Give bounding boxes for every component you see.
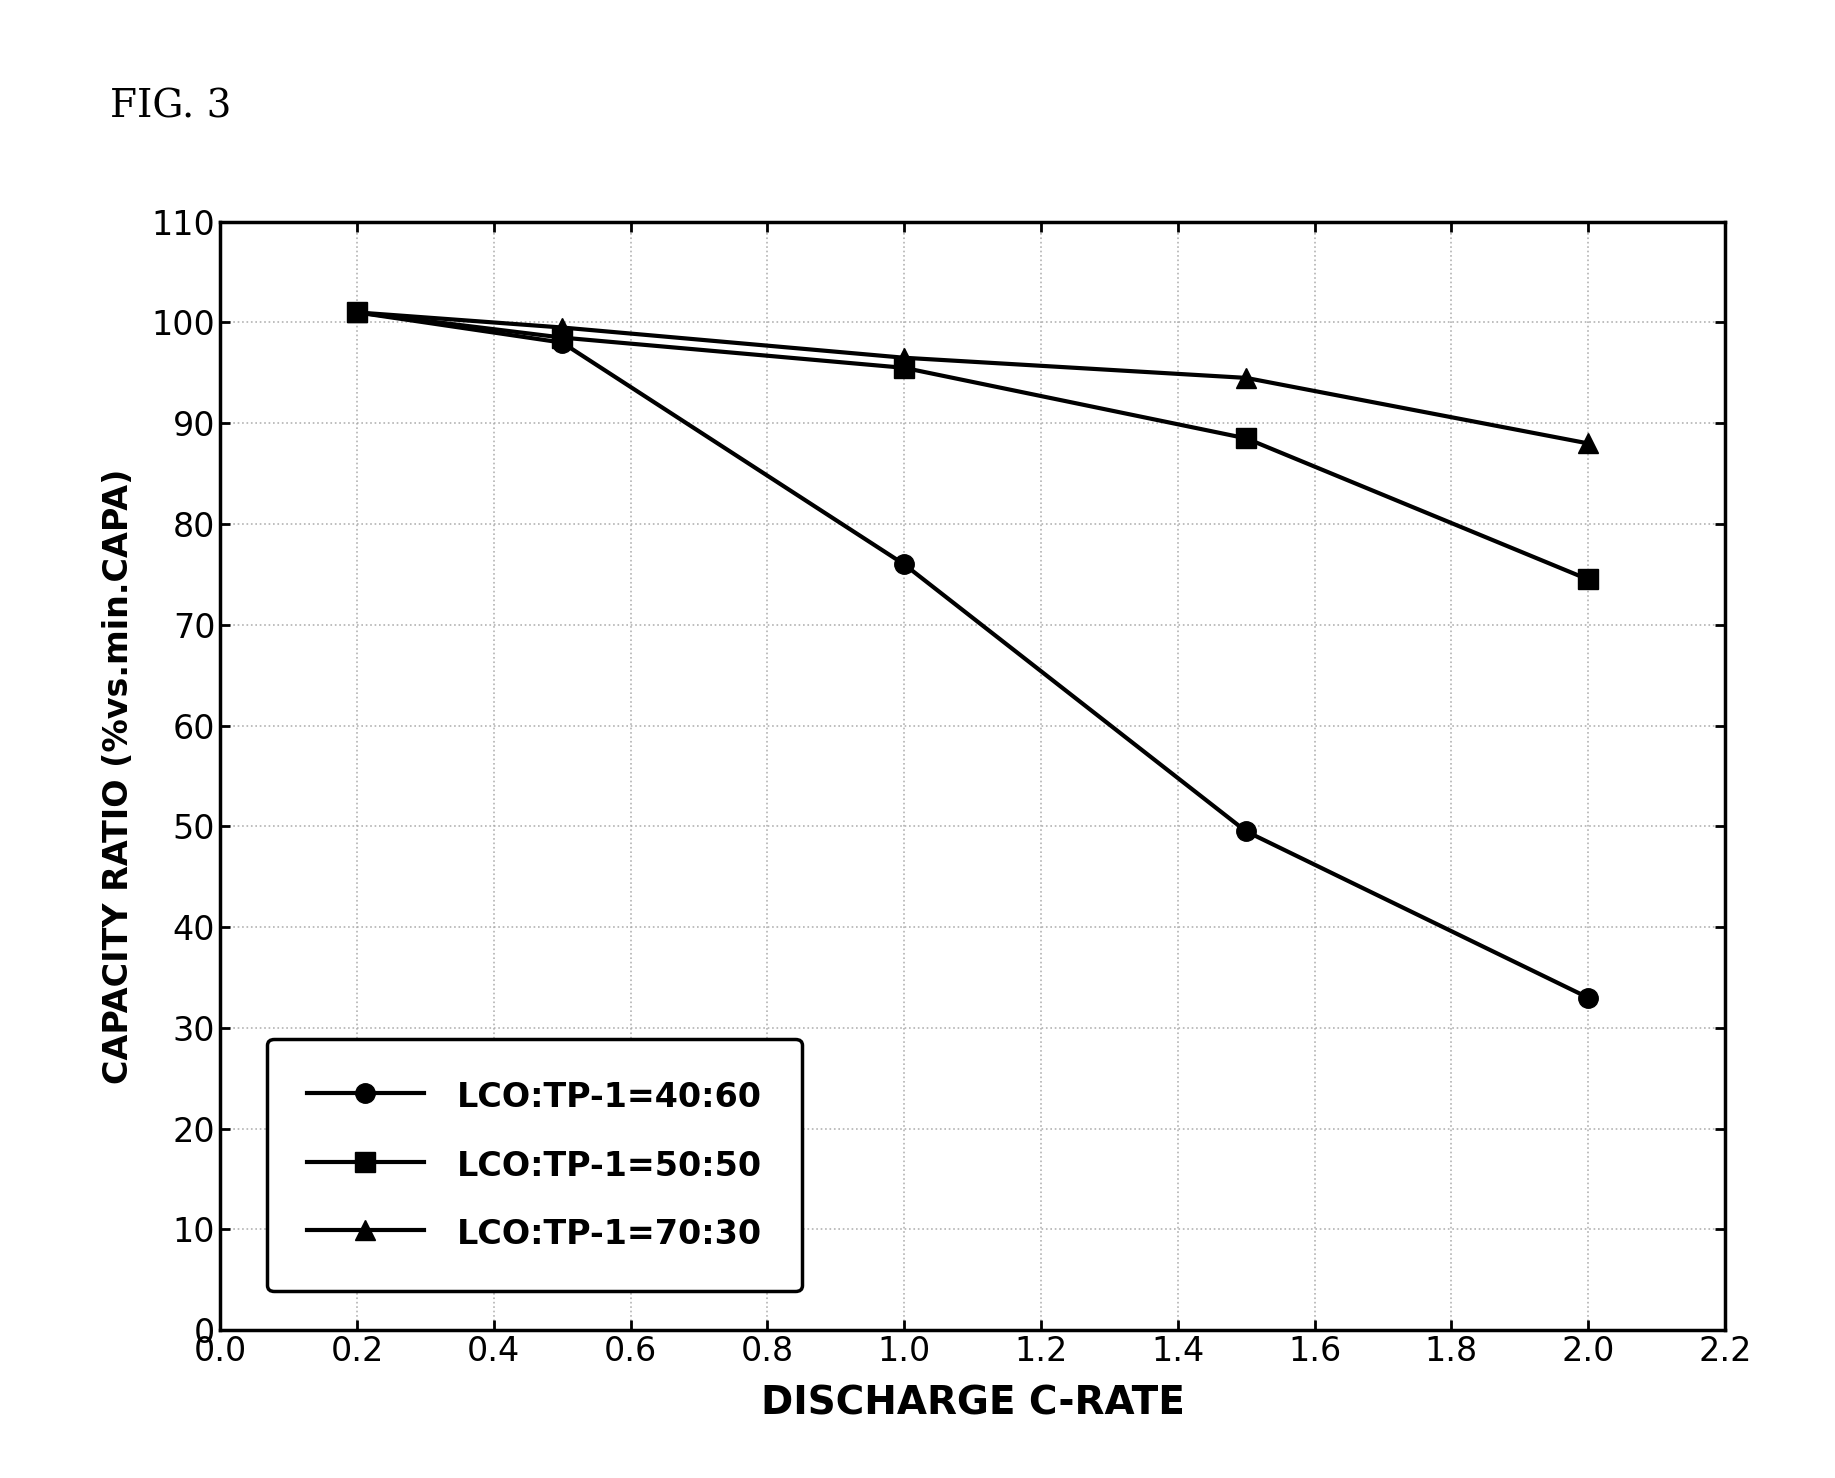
LCO:TP-1=40:60	[347, 303, 369, 321]
LCO:TP-1=50:50	[1576, 571, 1598, 588]
LCO:TP-1=70:30	[1576, 435, 1598, 452]
LCO:TP-1=50:50	[550, 328, 573, 346]
Line: LCO:TP-1=50:50: LCO:TP-1=50:50	[347, 303, 1598, 590]
Legend: LCO:TP-1=40:60, LCO:TP-1=50:50, LCO:TP-1=70:30: LCO:TP-1=40:60, LCO:TP-1=50:50, LCO:TP-1…	[266, 1039, 802, 1292]
LCO:TP-1=40:60	[894, 556, 916, 573]
LCO:TP-1=70:30	[894, 349, 916, 367]
Line: LCO:TP-1=40:60: LCO:TP-1=40:60	[347, 303, 1598, 1008]
Line: LCO:TP-1=70:30: LCO:TP-1=70:30	[347, 303, 1598, 454]
LCO:TP-1=50:50	[1235, 430, 1257, 448]
LCO:TP-1=40:60	[1576, 989, 1598, 1007]
LCO:TP-1=50:50	[894, 359, 916, 377]
LCO:TP-1=40:60	[1235, 822, 1257, 840]
LCO:TP-1=50:50	[347, 303, 369, 321]
Text: FIG. 3: FIG. 3	[110, 89, 231, 126]
LCO:TP-1=70:30	[1235, 370, 1257, 387]
Y-axis label: CAPACITY RATIO (%vs.min.CAPA): CAPACITY RATIO (%vs.min.CAPA)	[103, 469, 136, 1083]
LCO:TP-1=70:30	[550, 319, 573, 337]
LCO:TP-1=40:60	[550, 334, 573, 352]
X-axis label: DISCHARGE C-RATE: DISCHARGE C-RATE	[762, 1385, 1184, 1423]
LCO:TP-1=70:30	[347, 303, 369, 321]
